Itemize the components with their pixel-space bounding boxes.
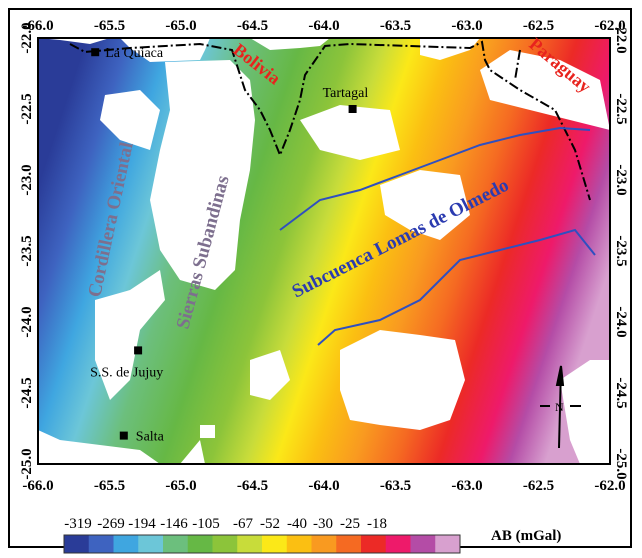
legend-value-label: -40 [287,516,307,532]
legend-swatch [311,535,337,553]
y-tick-label: -22.0 [19,22,35,53]
north-arrow-icon: N [540,365,581,449]
y-tick-label: -24.5 [19,377,35,408]
legend-swatch [88,535,114,553]
legend-value-label: -146 [160,516,188,532]
x-tick-label: -63.0 [451,18,482,34]
legend-value-label: -105 [192,516,220,532]
legend-colorbar [63,534,461,554]
y-tick-label: -22.5 [19,93,35,124]
y-tick-label: -24.0 [613,306,629,337]
y-tick-label: -25.0 [19,448,35,479]
legend-value-label: -319 [64,516,92,532]
legend-swatch [237,535,263,553]
legend-swatch [187,535,213,553]
x-tick-label: -64.0 [308,478,339,494]
legend-swatch [336,535,362,553]
north-label: N [555,400,564,414]
legend-swatch [212,535,238,553]
x-tick-label: -62.0 [594,18,625,34]
city-marker [134,346,143,355]
legend-swatch [113,535,139,553]
x-tick-label: -64.5 [237,478,268,494]
x-tick-label: -62.5 [523,18,554,34]
x-tick-label: -63.0 [451,478,482,494]
y-tick-label: -24.5 [613,377,629,408]
city-marker [348,105,357,113]
city-label: La Quiaca [105,46,164,61]
x-tick-label: -65.5 [94,18,125,34]
legend-swatch [410,535,436,553]
y-tick-label: -23.5 [613,235,629,266]
city-label: Salta [136,430,165,445]
x-tick-label: -62.0 [594,478,625,494]
y-tick-label: -23.5 [19,235,35,266]
legend-title: AB (mGal) [491,528,561,544]
plot-border [37,37,611,465]
x-tick-label: -63.5 [380,18,411,34]
x-tick-label: -66.0 [22,18,53,34]
legend-value-label: -25 [340,516,360,532]
legend-value-label: -52 [260,516,280,532]
x-tick-label: -65.5 [94,478,125,494]
y-tick-label: -25.0 [613,448,629,479]
legend-value-label: -194 [128,516,156,532]
legend-value-label: -18 [367,516,387,532]
legend-value-label: -30 [313,516,333,532]
city-marker [91,48,100,57]
city-label: S.S. de Jujuy [90,365,163,380]
x-tick-label: -62.5 [523,478,554,494]
city-label: Tartagal [323,86,369,101]
country-border [69,40,591,201]
y-tick-label: -22.5 [613,93,629,124]
legend-swatch [163,535,189,553]
city-marker [119,431,128,440]
legend-swatch [385,535,411,553]
legend-swatch [262,535,288,553]
no-data-areas [38,38,610,464]
x-tick-label: -64.5 [237,18,268,34]
x-tick-label: -64.0 [308,18,339,34]
y-tick-label: -23.0 [19,164,35,195]
legend-swatch [64,535,90,553]
legend-swatch [286,535,312,553]
x-tick-label: -65.0 [165,478,196,494]
legend-swatch [361,535,387,553]
legend-value-label: -67 [233,516,253,532]
legend-value-label: -269 [97,516,125,532]
x-tick-label: -66.0 [22,478,53,494]
y-tick-label: -23.0 [613,164,629,195]
x-tick-label: -63.5 [380,478,411,494]
y-tick-label: -22.0 [613,22,629,53]
y-tick-label: -24.0 [19,306,35,337]
legend-swatch [435,535,461,553]
x-tick-label: -65.0 [165,18,196,34]
legend-swatch [138,535,164,553]
fault-lines [279,126,596,346]
